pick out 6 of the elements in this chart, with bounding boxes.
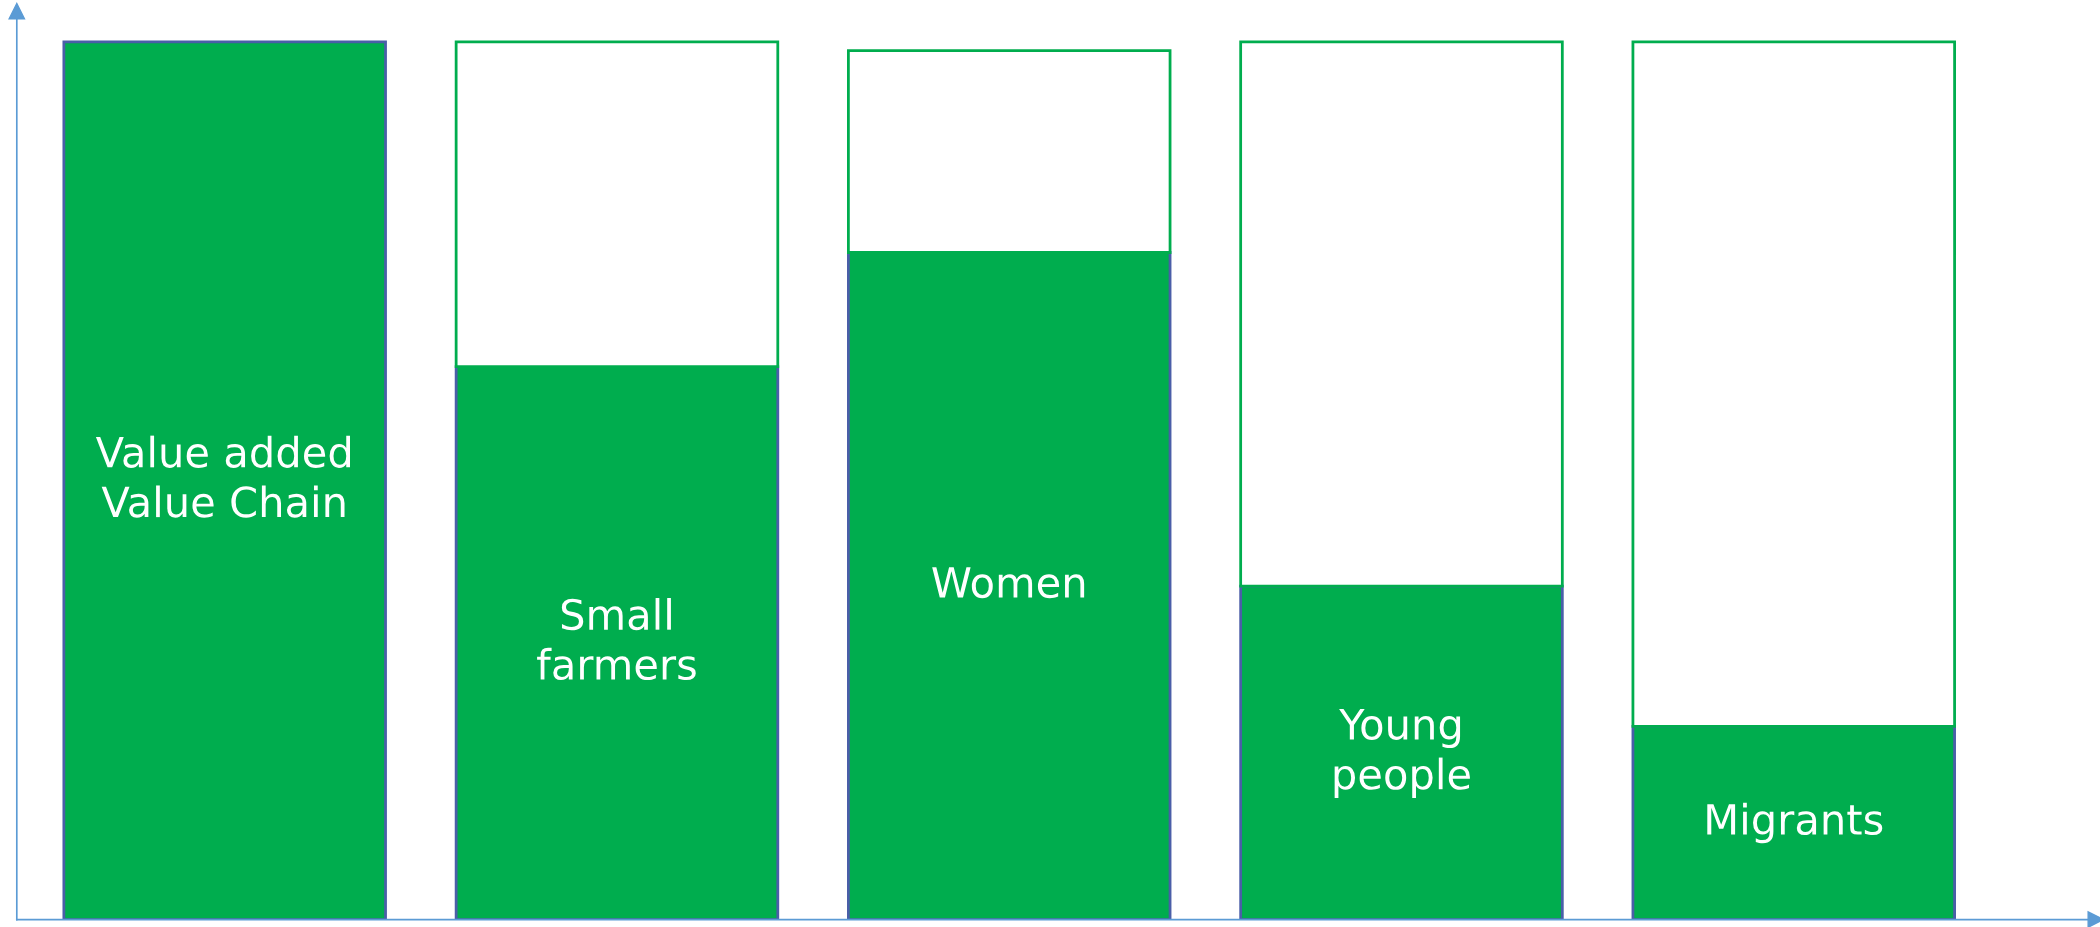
bar bbox=[62, 40, 387, 920]
x-tick-label: Migrants bbox=[1707, 802, 1883, 844]
x-tick-label: Women bbox=[932, 567, 1085, 599]
x-tick-label: Small farmers bbox=[537, 598, 696, 681]
x-tick-label: Young people bbox=[1334, 709, 1470, 798]
x-tick-label: Value added Value Chain bbox=[95, 435, 350, 518]
